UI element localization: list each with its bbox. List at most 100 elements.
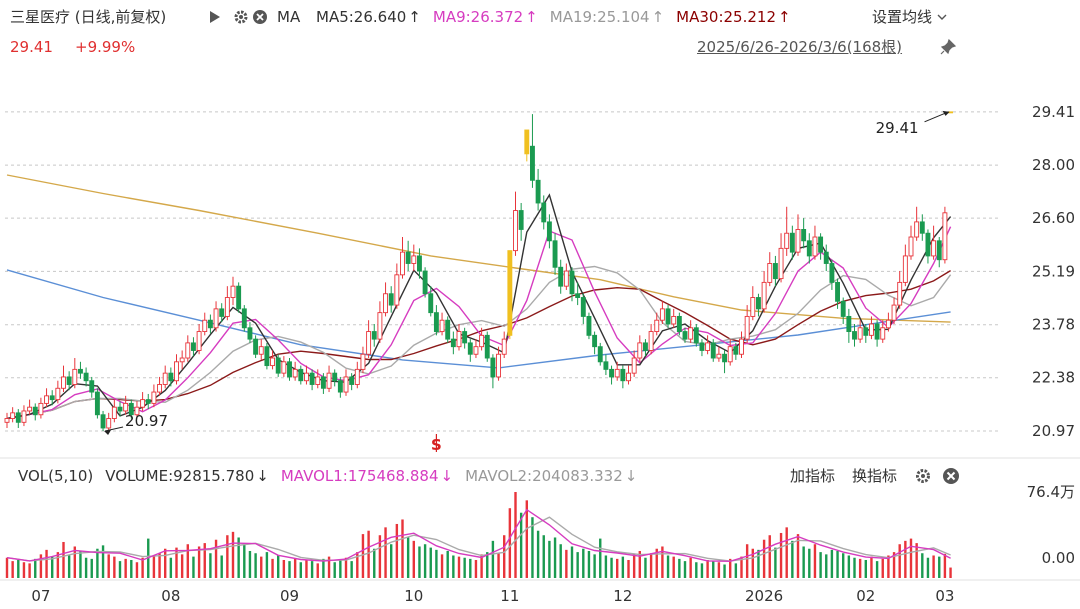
candle-body [230,285,236,298]
candle-body [100,414,106,429]
volume-bar [113,556,116,578]
volume-tools[interactable] [914,467,962,485]
settings-label[interactable]: 设置均线 [872,8,933,26]
candle-body [140,399,146,408]
volume-bar [124,558,127,578]
arrow-head [104,430,112,436]
volume-bar [192,556,195,578]
candle-body [902,255,908,283]
volume-bar [327,556,331,578]
candle-body [823,251,829,264]
candle-body [541,202,547,223]
candle-body [349,376,355,385]
candle-body [891,304,897,321]
volume-bar [62,541,65,578]
candle-body [784,232,790,249]
candle-body [501,338,507,355]
volume-bar [847,555,851,578]
ma-line [6,265,952,420]
volume-bar [406,537,410,578]
ma-legend: MA5:26.640 ↑ MA9:26.372 ↑ MA19:25.104 ↑ MA30:2… [316,7,799,27]
candle-body [569,270,575,295]
chevron [937,14,947,20]
candle-body [287,361,292,378]
candle-body [151,391,157,404]
volume-bar [322,558,325,578]
volume-bar [632,554,636,578]
volume-bar [214,539,218,578]
volume-bar [548,540,551,578]
candle-body [942,212,948,261]
volume-bar [452,555,455,578]
volume-bar [271,558,274,578]
volume-bar [514,492,517,578]
x-tick-label: 02 [856,587,875,605]
volume-bar [757,549,760,578]
volume-bar [378,535,382,578]
volume-bar [277,555,280,578]
volume-bar [870,556,873,578]
candle-body [400,251,405,276]
volume-bar [265,552,269,578]
volume-bar [785,527,788,578]
volume-bar [819,552,822,578]
candle-body [383,293,388,314]
volume-bar [661,546,664,578]
volume-bar [220,555,223,578]
add-indicator[interactable]: 加指标 [790,467,836,485]
candle-body [750,297,756,317]
date-range[interactable]: 2025/6/26-2026/3/6(168根) [697,38,903,56]
volume-bar [842,553,845,578]
candle-body [727,346,733,363]
candle-body [716,353,722,359]
volume-bar [712,561,715,578]
volume-bar [282,559,286,578]
ma-line [6,508,951,563]
candle-body [77,368,83,374]
candle-body [83,372,89,382]
ma-tools[interactable] [233,9,269,25]
candle-body [835,281,840,302]
volume-legend: VOL(5,10) VOLUME:92815.780 ↓ MAVOL1:175468.… [18,466,645,486]
stock-title[interactable]: 三星医疗 (日线,前复权) [10,8,167,26]
candle-body [174,361,179,382]
volume-bar [5,557,9,578]
candle-body [846,315,852,333]
volume-bar [864,559,867,578]
volume-bar [915,543,918,578]
volume-bar [67,555,71,578]
annotation-label: 29.41 [876,119,919,137]
candle-body [908,236,914,257]
candle-body [665,308,671,325]
volume-bar [774,547,777,578]
volume-bar [887,555,890,578]
expand-arrow[interactable] [209,10,221,24]
candle-body [699,342,705,351]
volume-bar [802,546,805,578]
pin-icon[interactable] [939,38,957,56]
candle-body [654,319,660,333]
candle-body [145,399,151,404]
volume-bar [565,549,568,578]
legend-text: MA5:26.640 [316,8,407,26]
candle-body [61,376,66,389]
candle-body [157,384,163,393]
volume-bar [909,538,913,578]
volume-bar [734,563,738,578]
legend-arrow: ↓ [256,467,269,485]
volume-bar [310,561,314,578]
candle-body [270,357,275,367]
switch-indicator[interactable]: 换指标 [852,467,898,485]
volume-bar [373,548,376,578]
y-tick-label: 0.00 [1042,549,1075,567]
candle-body [275,357,281,374]
candle-body [72,368,78,385]
candle-body [507,250,513,336]
candle-body [445,319,451,340]
ma-settings[interactable]: 设置均线 [872,7,948,27]
candle-body [552,240,558,268]
candle-body [936,240,942,261]
volume-bar [412,540,415,578]
volume-bar [740,556,743,578]
